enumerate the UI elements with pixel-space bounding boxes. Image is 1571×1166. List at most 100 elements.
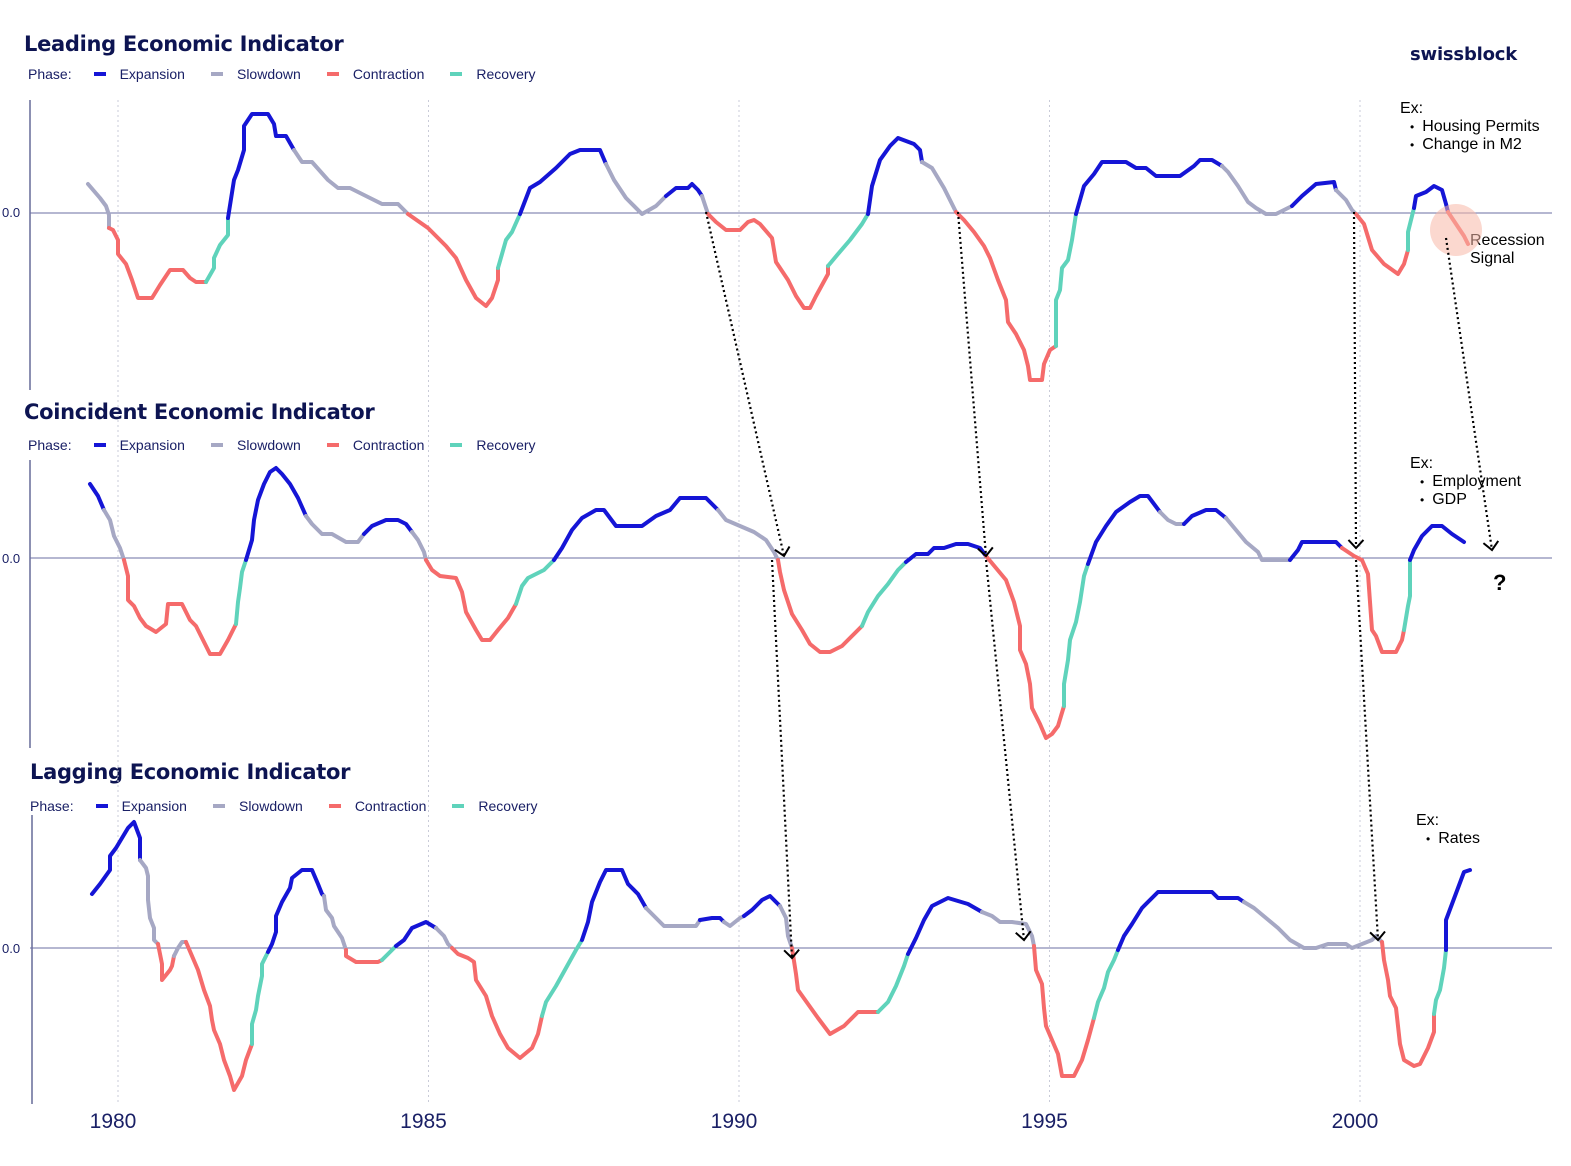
coincident-expansion-segment xyxy=(904,542,988,564)
lagging-expansion-segment xyxy=(906,896,984,956)
coincident-expansion-segment xyxy=(1182,508,1228,526)
leading-contraction-segment xyxy=(107,226,208,300)
leading-chart-title: Leading Economic Indicator xyxy=(24,32,344,56)
lagging-expansion-segment xyxy=(698,916,726,924)
leading-slowdown-segment xyxy=(86,182,111,230)
leading-slowdown-segment xyxy=(1334,188,1358,216)
lagging-expansion-segment xyxy=(394,920,438,948)
legend-prefix: Phase: xyxy=(28,66,72,82)
lagging-slowdown-segment xyxy=(644,906,702,928)
leading-recovery-segment xyxy=(826,212,870,268)
lagging-slowdown-segment xyxy=(322,894,348,952)
leading-examples: Ex: Housing Permits Change in M2 xyxy=(1400,100,1540,154)
coincident-contraction-segment xyxy=(1340,546,1406,654)
coincident-expansion-segment xyxy=(362,518,414,536)
example-item: Housing Permits xyxy=(1400,118,1539,136)
legend-prefix: Phase: xyxy=(30,798,74,814)
legend-slowdown: Slowdown xyxy=(210,437,301,453)
lagging-recovery-segment xyxy=(250,950,270,1046)
lagging-slowdown-segment xyxy=(172,940,188,958)
lead-lag-arrow xyxy=(770,559,794,959)
leading-expansion-segment xyxy=(1074,158,1224,216)
lagging-expansion-segment xyxy=(90,820,142,896)
lagging-slowdown-segment xyxy=(138,858,160,946)
lagging-expansion-segment xyxy=(266,868,326,954)
coincident-zero-label: 0.0 xyxy=(2,551,21,566)
coincident-recovery-segment xyxy=(860,560,908,628)
coincident-chart-title: Coincident Economic Indicator xyxy=(24,400,375,424)
lagging-contraction-segment xyxy=(344,948,384,964)
leading-recovery-segment xyxy=(1406,206,1416,252)
lagging-slowdown-segment xyxy=(778,904,794,950)
coincident-contraction-segment xyxy=(984,554,1066,740)
legend-expansion: Expansion xyxy=(93,437,185,453)
leading-expansion-segment xyxy=(1290,180,1338,208)
x-tick-label: 2000 xyxy=(1332,1110,1379,1133)
coincident-slowdown-segment xyxy=(304,514,366,544)
leading-recovery-segment xyxy=(204,216,230,284)
leading-slowdown-segment xyxy=(604,162,668,216)
leading-slowdown-segment xyxy=(292,148,410,216)
coincident-recovery-segment xyxy=(514,558,556,606)
lagging-chart-title: Lagging Economic Indicator xyxy=(30,760,351,784)
example-item: Employment xyxy=(1410,473,1521,491)
legend-recovery: Recovery xyxy=(450,437,536,453)
leading-contraction-segment xyxy=(406,212,500,308)
brand-logo: swissblock xyxy=(1410,44,1518,65)
legend-recovery: Recovery xyxy=(452,798,538,814)
lead-lag-arrow xyxy=(1444,237,1494,551)
legend-contraction: Contraction xyxy=(326,66,424,82)
lagging-slowdown-segment xyxy=(980,910,1036,948)
recession-signal-highlight xyxy=(1430,204,1482,256)
lagging-recovery-segment xyxy=(876,952,910,1014)
leading-expansion-segment xyxy=(226,112,296,220)
lead-lag-arrow xyxy=(1354,559,1380,941)
coincident-recovery-segment xyxy=(1402,558,1412,632)
lagging-contraction-segment xyxy=(450,946,544,1060)
legend-contraction: Contraction xyxy=(328,798,426,814)
legend-expansion: Expansion xyxy=(95,798,187,814)
example-item: Change in M2 xyxy=(1400,136,1540,154)
leading-zero-label: 0.0 xyxy=(2,205,21,220)
leading-contraction-segment xyxy=(954,210,1058,382)
arrow-head xyxy=(977,546,994,558)
coincident-expansion-segment xyxy=(88,482,106,512)
leading-contraction-segment xyxy=(1354,212,1410,276)
leading-recovery-segment xyxy=(1054,212,1078,348)
lagging-contraction-segment xyxy=(1380,940,1436,1068)
coincident-slowdown-segment xyxy=(1224,516,1292,562)
coincident-contraction-segment xyxy=(776,558,864,654)
legend-prefix: Phase: xyxy=(28,437,72,453)
coincident-recovery-segment xyxy=(234,558,248,626)
lagging-recovery-segment xyxy=(540,938,584,1018)
x-tick-label: 1985 xyxy=(400,1110,447,1133)
arrow-head xyxy=(1347,539,1365,550)
legend-slowdown: Slowdown xyxy=(212,798,303,814)
leading-expansion-segment xyxy=(664,182,704,198)
recession-signal-label: Recession Signal xyxy=(1470,232,1545,267)
lagging-examples: Ex: Rates xyxy=(1416,812,1480,848)
leading-slowdown-segment xyxy=(920,160,958,214)
x-tick-label: 1990 xyxy=(711,1110,758,1133)
coincident-slowdown-segment xyxy=(410,530,428,562)
example-title: Ex: xyxy=(1410,455,1434,472)
lagging-expansion-segment xyxy=(742,894,782,918)
example-item: Rates xyxy=(1416,830,1480,848)
leading-recovery-segment xyxy=(496,212,522,270)
example-item: GDP xyxy=(1410,491,1521,509)
leading-legend: Phase: Expansion Slowdown Contraction Re… xyxy=(28,66,562,82)
arrow-head xyxy=(1482,540,1500,552)
question-mark: ? xyxy=(1493,570,1507,595)
coincident-slowdown-segment xyxy=(102,508,126,562)
lagging-zero-label: 0.0 xyxy=(2,941,21,956)
leading-expansion-segment xyxy=(866,136,924,216)
lead-lag-arrow xyxy=(984,559,1026,941)
coincident-slowdown-segment xyxy=(716,508,780,562)
lead-lag-arrow xyxy=(1352,211,1358,549)
legend-contraction: Contraction xyxy=(326,437,424,453)
arrow-head xyxy=(783,948,800,960)
legend-recovery: Recovery xyxy=(450,66,536,82)
coincident-expansion-segment xyxy=(1408,524,1466,562)
lagging-contraction-segment xyxy=(184,940,254,1092)
coincident-expansion-segment xyxy=(1288,540,1344,562)
